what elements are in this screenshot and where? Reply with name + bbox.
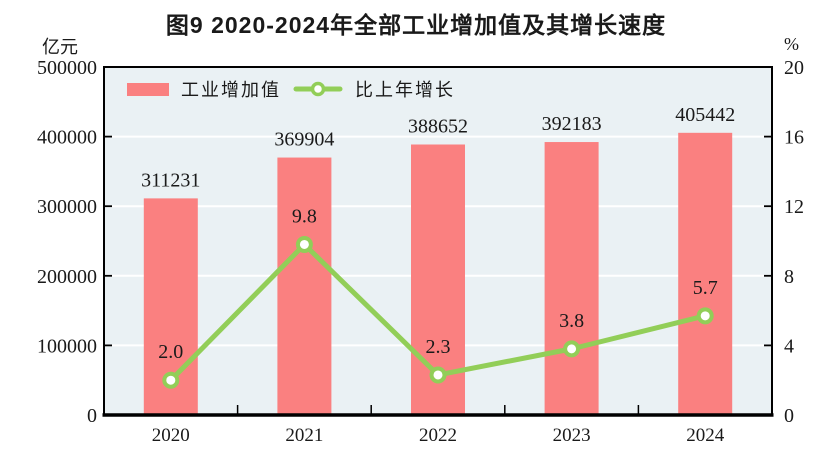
bar-value-label-2021: 369904 bbox=[274, 129, 334, 151]
bar-value-label-2022: 388652 bbox=[408, 115, 468, 137]
line-series-marker-icon bbox=[293, 81, 343, 97]
x-axis-label-2022: 2022 bbox=[419, 425, 457, 446]
line-series-legend-label: 比上年增长 bbox=[355, 80, 455, 100]
growth-marker-2020 bbox=[162, 371, 180, 389]
legend: 工业增加值 比上年增长 bbox=[127, 79, 455, 100]
x-axis-label-2024: 2024 bbox=[686, 425, 725, 446]
left-axis-tick-label: 200000 bbox=[37, 266, 97, 288]
bar-2023 bbox=[544, 142, 599, 415]
growth-value-label-2020: 2.0 bbox=[158, 341, 183, 363]
bar-value-label-2023: 392183 bbox=[542, 113, 602, 135]
growth-value-label-2021: 9.8 bbox=[292, 205, 317, 227]
growth-value-label-2023: 3.8 bbox=[559, 310, 584, 332]
left-axis-tick-label: 400000 bbox=[37, 127, 97, 149]
left-axis-tick-label: 500000 bbox=[37, 57, 97, 79]
bar-series-legend-label: 工业增加值 bbox=[181, 80, 281, 100]
right-axis-tick-label: 0 bbox=[784, 405, 794, 427]
right-axis-tick-label: 4 bbox=[784, 335, 794, 357]
growth-value-label-2024: 5.7 bbox=[693, 277, 718, 299]
left-axis-tick-label: 100000 bbox=[37, 335, 97, 357]
left-axis-tick-label: 0 bbox=[87, 405, 97, 427]
chart-title: 图9 2020-2024年全部工业增加值及其增长速度 bbox=[165, 12, 667, 38]
x-axis-label-2020: 2020 bbox=[152, 425, 190, 446]
growth-marker-2024 bbox=[696, 307, 714, 325]
right-axis-unit-label: % bbox=[784, 34, 799, 54]
growth-marker-2022 bbox=[429, 366, 447, 384]
right-axis-tick-label: 8 bbox=[784, 266, 794, 288]
bar-series-swatch-icon bbox=[127, 82, 169, 96]
growth-marker-2023 bbox=[563, 340, 581, 358]
x-axis-label-2021: 2021 bbox=[285, 425, 323, 446]
growth-value-label-2022: 2.3 bbox=[426, 336, 451, 358]
left-axis-tick-label: 300000 bbox=[37, 196, 97, 218]
bar-2024 bbox=[678, 132, 733, 415]
bar-value-label-2020: 311231 bbox=[141, 169, 200, 191]
x-axis-label-2023: 2023 bbox=[553, 425, 591, 446]
left-axis-unit-label: 亿元 bbox=[42, 37, 78, 57]
right-axis-tick-label: 16 bbox=[784, 127, 804, 149]
growth-marker-2021 bbox=[295, 235, 313, 253]
bar-2021 bbox=[277, 157, 332, 415]
bar-value-label-2024: 405442 bbox=[675, 104, 735, 126]
right-axis-tick-label: 20 bbox=[784, 57, 804, 79]
right-axis-tick-label: 12 bbox=[784, 196, 804, 218]
